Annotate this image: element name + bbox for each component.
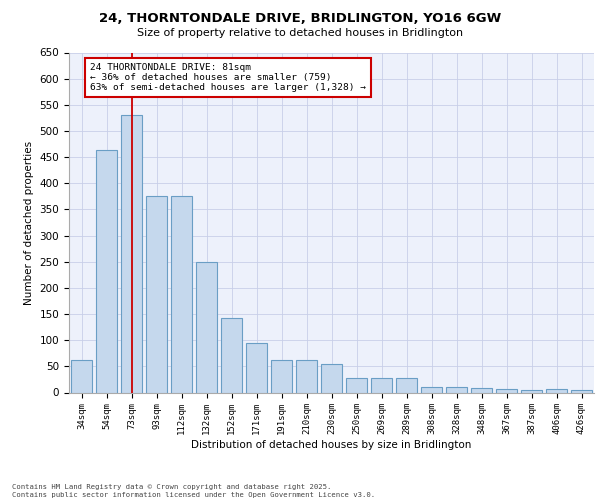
Bar xyxy=(271,360,292,392)
Bar xyxy=(546,389,567,392)
Bar xyxy=(321,364,342,392)
Text: 24 THORNTONDALE DRIVE: 81sqm
← 36% of detached houses are smaller (759)
63% of s: 24 THORNTONDALE DRIVE: 81sqm ← 36% of de… xyxy=(90,62,366,92)
Bar xyxy=(246,344,267,392)
Bar xyxy=(146,196,167,392)
Text: Contains HM Land Registry data © Crown copyright and database right 2025.
Contai: Contains HM Land Registry data © Crown c… xyxy=(12,484,375,498)
Bar xyxy=(346,378,367,392)
Bar xyxy=(571,390,592,392)
Bar xyxy=(96,150,117,392)
Bar xyxy=(296,360,317,392)
X-axis label: Distribution of detached houses by size in Bridlington: Distribution of detached houses by size … xyxy=(191,440,472,450)
Bar xyxy=(121,116,142,392)
Bar xyxy=(171,196,192,392)
Y-axis label: Number of detached properties: Number of detached properties xyxy=(24,140,34,304)
Bar xyxy=(371,378,392,392)
Text: Size of property relative to detached houses in Bridlington: Size of property relative to detached ho… xyxy=(137,28,463,38)
Bar xyxy=(196,262,217,392)
Bar xyxy=(521,390,542,392)
Bar xyxy=(496,389,517,392)
Bar xyxy=(421,386,442,392)
Bar xyxy=(396,378,417,392)
Bar xyxy=(471,388,492,392)
Bar xyxy=(71,360,92,392)
Bar xyxy=(221,318,242,392)
Bar xyxy=(446,386,467,392)
Text: 24, THORNTONDALE DRIVE, BRIDLINGTON, YO16 6GW: 24, THORNTONDALE DRIVE, BRIDLINGTON, YO1… xyxy=(99,12,501,26)
